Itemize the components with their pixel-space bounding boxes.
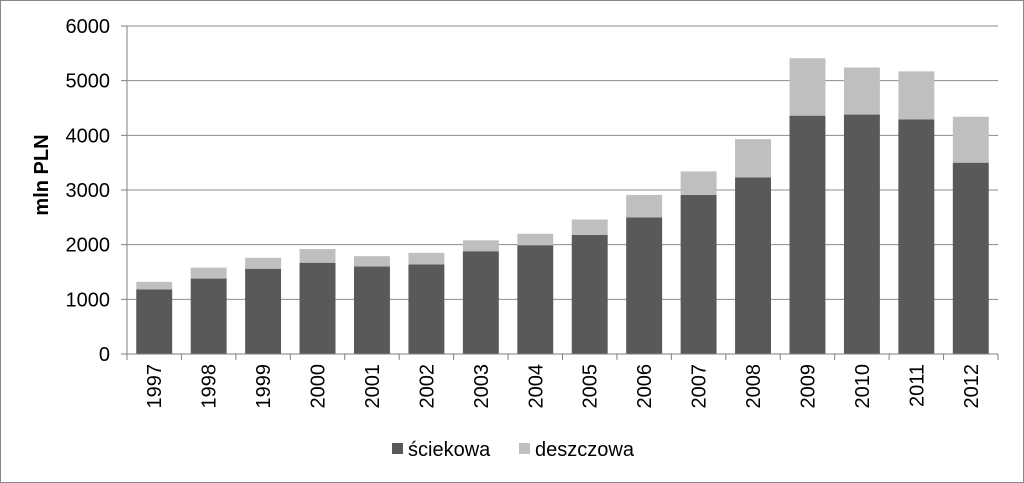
y-tick-label: 2000: [66, 235, 111, 257]
bar-deszczowa-2004: [517, 233, 554, 246]
bar-deszczowa-2012: [952, 116, 989, 163]
y-tick-label: 5000: [66, 71, 111, 93]
x-tick-label: 2012: [961, 364, 983, 409]
bar-sciekowa-2010: [843, 114, 880, 354]
bar-sciekowa-2012: [952, 162, 989, 354]
bar-deszczowa-2011: [898, 71, 935, 120]
x-tick-label: 2005: [580, 364, 602, 409]
bar-deszczowa-2008: [735, 139, 771, 178]
bar-deszczowa-2002: [408, 252, 445, 265]
bar-sciekowa-1999: [245, 268, 282, 354]
bar-sciekowa-2008: [735, 177, 771, 354]
legend-swatch-deszczowa: [519, 443, 530, 454]
x-tick-label: 2008: [743, 364, 765, 409]
bar-sciekowa-2002: [408, 264, 445, 354]
bar-sciekowa-2006: [626, 217, 663, 354]
bar-sciekowa-2001: [354, 266, 390, 354]
bar-sciekowa-2000: [299, 262, 336, 354]
bar-sciekowa-1997: [136, 289, 173, 354]
x-tick-label: 2000: [308, 364, 330, 409]
bar-deszczowa-1997: [136, 281, 173, 290]
legend-label-sciekowa: ściekowa: [408, 439, 491, 461]
y-tick-label: 3000: [66, 180, 111, 202]
x-tick-label: 2003: [471, 364, 493, 409]
x-tick-label: 2011: [906, 364, 928, 407]
x-tick-label: 2001: [362, 364, 384, 409]
x-tick-label: 2009: [797, 364, 819, 409]
bars: [136, 58, 989, 354]
bar-deszczowa-1999: [245, 257, 282, 269]
x-tick-label: 1999: [253, 364, 275, 409]
bar-deszczowa-2009: [789, 58, 826, 116]
x-tick-label: 1997: [144, 364, 166, 409]
y-tick-label: 0: [99, 344, 110, 366]
y-axis-label: mln PLN: [31, 134, 53, 215]
bar-deszczowa-2010: [843, 67, 880, 115]
y-tick-label: 6000: [66, 16, 111, 38]
bar-sciekowa-2003: [462, 251, 499, 354]
bar-sciekowa-2004: [517, 245, 554, 354]
bar-deszczowa-1998: [190, 267, 227, 279]
bar-deszczowa-2000: [299, 249, 336, 263]
x-tick-label: 2002: [416, 364, 438, 409]
x-tick-label: 2010: [852, 364, 874, 409]
legend-label-deszczowa: deszczowa: [535, 439, 635, 461]
x-tick-label: 2007: [689, 364, 711, 409]
y-tick-label: 4000: [66, 125, 111, 147]
x-tick-label: 2004: [525, 364, 547, 409]
axes: [121, 25, 999, 360]
bar-deszczowa-2006: [626, 194, 663, 218]
legend: ściekowa deszczowa: [392, 439, 635, 461]
y-tick-labels: 0 1000 2000 3000 4000 5000 6000: [66, 16, 111, 366]
bar-sciekowa-2009: [789, 115, 826, 354]
bar-deszczowa-2005: [571, 219, 608, 235]
x-tick-label: 1998: [199, 364, 221, 409]
bar-sciekowa-2011: [898, 119, 935, 354]
y-tick-label: 1000: [66, 289, 111, 311]
bar-deszczowa-2001: [354, 256, 390, 267]
x-tick-labels: 1997 1998 1999 2000 2001 2002 2003 2004 2005 2006…: [144, 364, 983, 409]
bar-sciekowa-2007: [680, 194, 717, 354]
x-tick-label: 2006: [634, 364, 656, 409]
legend-swatch-sciekowa: [392, 443, 403, 454]
bar-deszczowa-2003: [462, 240, 499, 252]
bar-sciekowa-1998: [190, 278, 227, 354]
bar-sciekowa-2005: [571, 234, 608, 354]
bar-deszczowa-2007: [680, 171, 717, 195]
